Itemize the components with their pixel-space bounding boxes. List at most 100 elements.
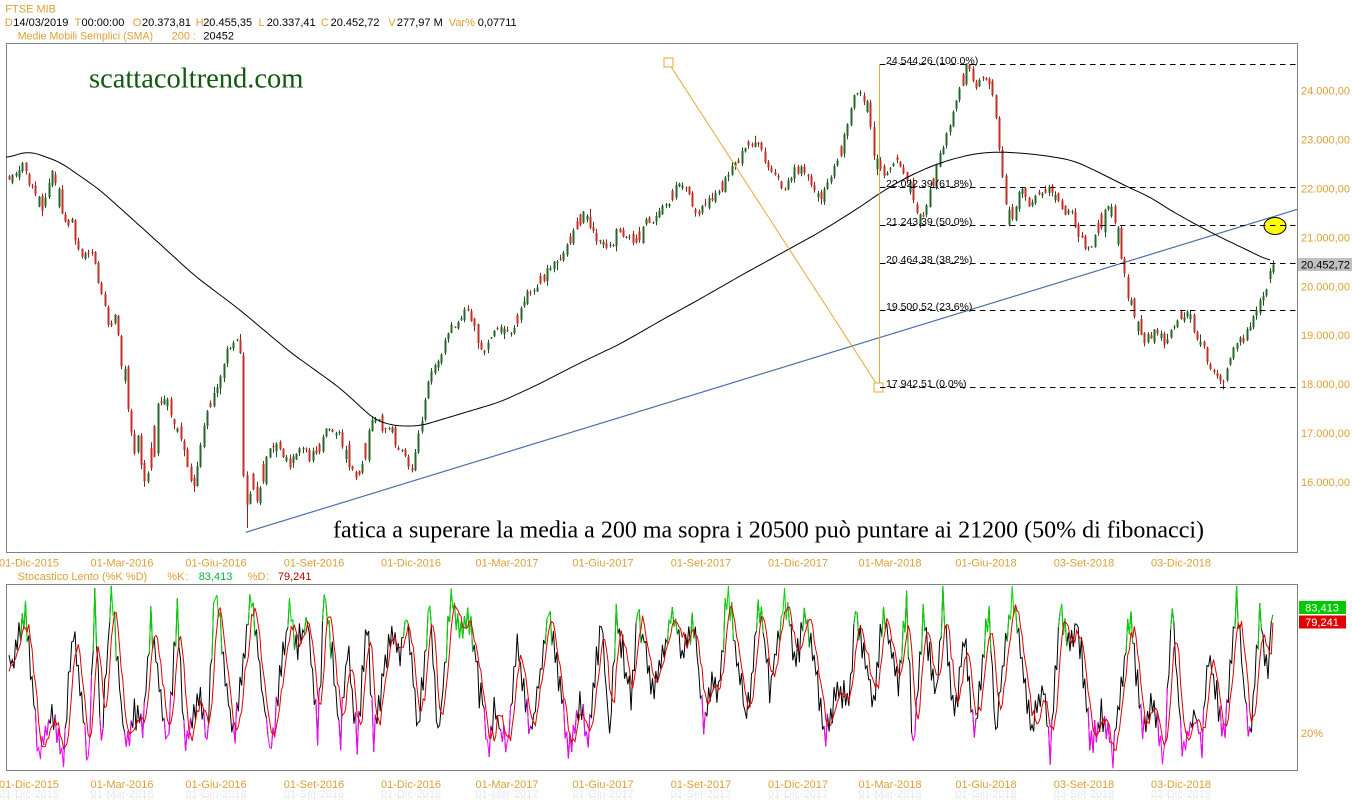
svg-text:18.000,00: 18.000,00 xyxy=(1301,379,1350,391)
svg-text:21.243,39 (50.0%): 21.243,39 (50.0%) xyxy=(886,216,972,228)
svg-text:79,241: 79,241 xyxy=(278,571,312,583)
svg-text:17.942,51 (0.0%): 17.942,51 (0.0%) xyxy=(886,378,967,390)
svg-text:22.022,39 (61.8%): 22.022,39 (61.8%) xyxy=(886,178,972,190)
svg-text:01-Mar-2016: 01-Mar-2016 xyxy=(91,779,154,791)
svg-text:01-Dic-2017: 01-Dic-2017 xyxy=(768,558,828,570)
svg-text:O: O xyxy=(133,17,142,29)
svg-text:03-Set-2018: 03-Set-2018 xyxy=(1054,795,1115,800)
svg-text:24.000,00: 24.000,00 xyxy=(1301,86,1350,98)
svg-text:01-Mar-2017: 01-Mar-2017 xyxy=(476,779,539,791)
svg-text:01-Giu-2016: 01-Giu-2016 xyxy=(185,558,246,570)
svg-text:83,413: 83,413 xyxy=(199,571,233,583)
svg-text:01-Giu-2018: 01-Giu-2018 xyxy=(955,558,1016,570)
svg-text:01-Dic-2017: 01-Dic-2017 xyxy=(768,779,828,791)
svg-text:01-Set-2017: 01-Set-2017 xyxy=(671,795,732,800)
svg-text:01-Set-2016: 01-Set-2016 xyxy=(284,779,345,791)
svg-text:01-Mar-2018: 01-Mar-2018 xyxy=(859,795,922,800)
svg-text:01-Dic-2016: 01-Dic-2016 xyxy=(381,558,441,570)
svg-text:03-Set-2018: 03-Set-2018 xyxy=(1054,558,1115,570)
svg-text:22.000,00: 22.000,00 xyxy=(1301,184,1350,196)
svg-text:19.500,52 (23.6%): 19.500,52 (23.6%) xyxy=(886,301,972,313)
svg-text:17.000,00: 17.000,00 xyxy=(1301,428,1350,440)
svg-text:01-Giu-2017: 01-Giu-2017 xyxy=(572,779,633,791)
svg-text:00:00:00: 00:00:00 xyxy=(82,17,125,29)
svg-text:277,97 M: 277,97 M xyxy=(397,17,443,29)
svg-text::: : xyxy=(266,571,269,583)
svg-text:03-Set-2018: 03-Set-2018 xyxy=(1054,789,1115,800)
svg-text:01-Set-2017: 01-Set-2017 xyxy=(671,789,732,800)
svg-text:01-Dic-2016: 01-Dic-2016 xyxy=(381,779,441,791)
svg-text:Medie Mobili Semplici (SMA): Medie Mobili Semplici (SMA) xyxy=(18,30,153,42)
svg-text:03-Dic-2018: 03-Dic-2018 xyxy=(1151,795,1211,800)
svg-text:01-Mar-2018: 01-Mar-2018 xyxy=(859,558,922,570)
svg-text:01-Mar-2018: 01-Mar-2018 xyxy=(859,779,922,791)
svg-text:C: C xyxy=(321,17,329,29)
svg-text:01-Dic-2015: 01-Dic-2015 xyxy=(0,558,59,570)
svg-text:01-Set-2016: 01-Set-2016 xyxy=(284,558,345,570)
svg-text:Stocastico Lento (%K %D): Stocastico Lento (%K %D) xyxy=(18,571,148,583)
svg-text:21.000,00: 21.000,00 xyxy=(1301,232,1350,244)
svg-text:01-Dic-2015: 01-Dic-2015 xyxy=(0,779,59,791)
svg-text:24.544,26 (100.0%): 24.544,26 (100.0%) xyxy=(886,55,978,67)
svg-text:01-Mar-2016: 01-Mar-2016 xyxy=(91,558,154,570)
svg-text:01-Giu-2017: 01-Giu-2017 xyxy=(572,795,633,800)
svg-text:20452: 20452 xyxy=(203,30,234,42)
svg-text:01-Mar-2016: 01-Mar-2016 xyxy=(91,795,154,800)
svg-text:20.337,41: 20.337,41 xyxy=(267,17,316,29)
svg-text:01-Giu-2016: 01-Giu-2016 xyxy=(185,795,246,800)
svg-text:01-Giu-2017: 01-Giu-2017 xyxy=(572,789,633,800)
svg-text:01-Mar-2017: 01-Mar-2017 xyxy=(476,795,539,800)
svg-text:01-Set-2016: 01-Set-2016 xyxy=(284,789,345,800)
svg-text:23.000,00: 23.000,00 xyxy=(1301,135,1350,147)
svg-text:01-Dic-2016: 01-Dic-2016 xyxy=(381,795,441,800)
svg-text:01-Giu-2018: 01-Giu-2018 xyxy=(955,789,1016,800)
svg-text:L: L xyxy=(259,17,265,29)
svg-text:20.464,38 (38.2%): 20.464,38 (38.2%) xyxy=(886,254,972,266)
svg-text:Var%: Var% xyxy=(449,17,475,29)
svg-text:01-Mar-2016: 01-Mar-2016 xyxy=(91,789,154,800)
svg-text:FTSE MIB: FTSE MIB xyxy=(5,3,56,15)
svg-text:14/03/2019: 14/03/2019 xyxy=(13,17,68,29)
svg-text:03-Set-2018: 03-Set-2018 xyxy=(1054,779,1115,791)
svg-text:200: 200 xyxy=(172,30,190,42)
svg-text:V: V xyxy=(388,17,396,29)
svg-text:20.000,00: 20.000,00 xyxy=(1301,281,1350,293)
svg-text:T: T xyxy=(75,17,82,29)
svg-text:H: H xyxy=(196,17,204,29)
svg-text:19.000,00: 19.000,00 xyxy=(1301,330,1350,342)
svg-text:01-Set-2017: 01-Set-2017 xyxy=(671,558,732,570)
svg-text:01-Mar-2017: 01-Mar-2017 xyxy=(476,789,539,800)
svg-text:01-Dic-2017: 01-Dic-2017 xyxy=(768,795,828,800)
svg-text:03-Dic-2018: 03-Dic-2018 xyxy=(1151,558,1211,570)
svg-text:03-Dic-2018: 03-Dic-2018 xyxy=(1151,779,1211,791)
svg-text:01-Giu-2018: 01-Giu-2018 xyxy=(955,779,1016,791)
svg-text:01-Dic-2016: 01-Dic-2016 xyxy=(381,789,441,800)
svg-text:20.455,35: 20.455,35 xyxy=(203,17,252,29)
svg-text:%D: %D xyxy=(248,571,266,583)
svg-text:01-Dic-2015: 01-Dic-2015 xyxy=(0,789,59,800)
svg-text:fatica a superare la media a 2: fatica a superare la media a 200 ma sopr… xyxy=(333,518,1204,544)
svg-text:01-Giu-2016: 01-Giu-2016 xyxy=(185,789,246,800)
svg-text:01-Giu-2017: 01-Giu-2017 xyxy=(572,558,633,570)
svg-text:01-Mar-2017: 01-Mar-2017 xyxy=(476,558,539,570)
svg-text:0,07711: 0,07711 xyxy=(478,17,517,29)
svg-text::: : xyxy=(193,30,196,42)
svg-text:79,241: 79,241 xyxy=(1305,617,1339,629)
svg-text:83,413: 83,413 xyxy=(1305,603,1339,615)
svg-text:16.000,00: 16.000,00 xyxy=(1301,477,1350,489)
svg-text:20.452,72: 20.452,72 xyxy=(331,17,380,29)
svg-text:01-Giu-2016: 01-Giu-2016 xyxy=(185,779,246,791)
svg-text::: : xyxy=(186,571,189,583)
svg-text:01-Mar-2018: 01-Mar-2018 xyxy=(859,789,922,800)
svg-text:D: D xyxy=(5,17,13,29)
svg-text:01-Giu-2018: 01-Giu-2018 xyxy=(955,795,1016,800)
svg-text:%K: %K xyxy=(167,571,185,583)
svg-text:20.373,81: 20.373,81 xyxy=(142,17,191,29)
svg-text:01-Dic-2015: 01-Dic-2015 xyxy=(0,795,59,800)
svg-text:20%: 20% xyxy=(1301,728,1323,740)
svg-text:scattacoltrend.com: scattacoltrend.com xyxy=(89,64,303,95)
svg-text:20.452,72: 20.452,72 xyxy=(1301,260,1350,272)
svg-text:01-Dic-2017: 01-Dic-2017 xyxy=(768,789,828,800)
svg-text:01-Set-2017: 01-Set-2017 xyxy=(671,779,732,791)
svg-text:01-Set-2016: 01-Set-2016 xyxy=(284,795,345,800)
